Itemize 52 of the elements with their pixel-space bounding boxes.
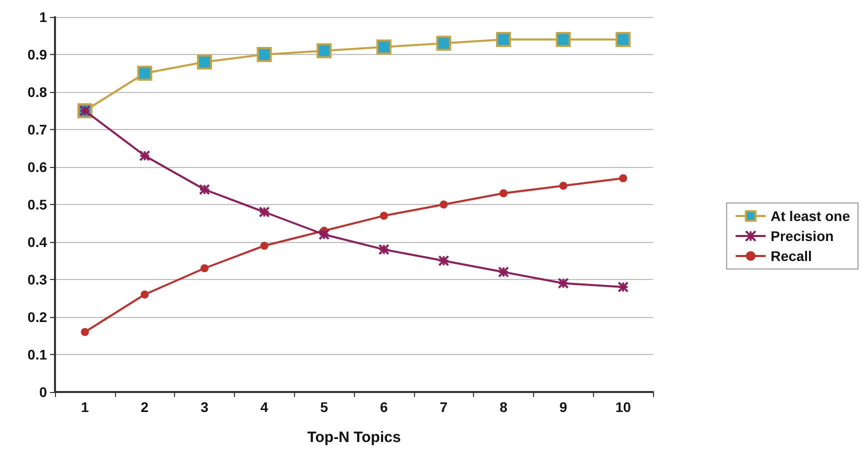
point: [559, 182, 568, 190]
x-axis-title: Top-N Topics: [307, 429, 401, 446]
x-tick-label: 3: [200, 399, 209, 415]
y-tick-label: 0.8: [28, 84, 48, 100]
point: [496, 32, 511, 47]
point: [316, 43, 332, 58]
y-tick-label: 0.6: [28, 159, 48, 175]
x-tick-label: 2: [140, 399, 149, 415]
point: [556, 32, 571, 47]
x-tick-label: 10: [615, 399, 632, 415]
point: [619, 174, 628, 182]
point: [260, 242, 268, 250]
x-tick-label: 9: [559, 399, 568, 415]
point: [200, 264, 208, 272]
point: [80, 328, 89, 336]
y-tick-label: 0.2: [28, 309, 48, 325]
y-tick-label: 1: [39, 9, 48, 25]
y-tick-label: 0.1: [28, 346, 48, 362]
x-tick-label: 4: [260, 399, 268, 415]
y-tick-label: 0.7: [28, 122, 48, 138]
point: [380, 212, 388, 220]
point: [440, 200, 448, 208]
point: [199, 184, 210, 195]
point: [436, 36, 452, 51]
point: [618, 282, 629, 292]
point: [140, 290, 149, 298]
y-tick-label: 0.5: [28, 196, 48, 212]
point: [558, 278, 569, 289]
point: [378, 244, 390, 255]
x-tick-label: 8: [500, 399, 508, 415]
point: [258, 206, 270, 218]
y-tick-label: 0.9: [28, 46, 48, 62]
x-tick-label: 7: [440, 399, 448, 415]
point: [256, 47, 272, 62]
y-tick-label: 0.3: [28, 272, 48, 288]
point: [137, 66, 152, 81]
legend-label: At least one: [770, 208, 850, 224]
legend-label: Recall: [770, 248, 812, 264]
legend-label: Precision: [770, 228, 834, 244]
x-tick-label: 6: [380, 399, 388, 415]
point: [498, 266, 509, 278]
point: [376, 40, 392, 54]
point: [616, 32, 631, 47]
point: [139, 150, 150, 162]
y-tick-label: 0: [39, 384, 48, 400]
point: [318, 229, 330, 240]
point: [438, 255, 450, 266]
y-tick-label: 0.4: [28, 234, 48, 250]
x-tick-label: 1: [81, 399, 89, 415]
point: [500, 189, 508, 198]
x-tick-label: 5: [320, 399, 328, 415]
point: [197, 54, 212, 70]
